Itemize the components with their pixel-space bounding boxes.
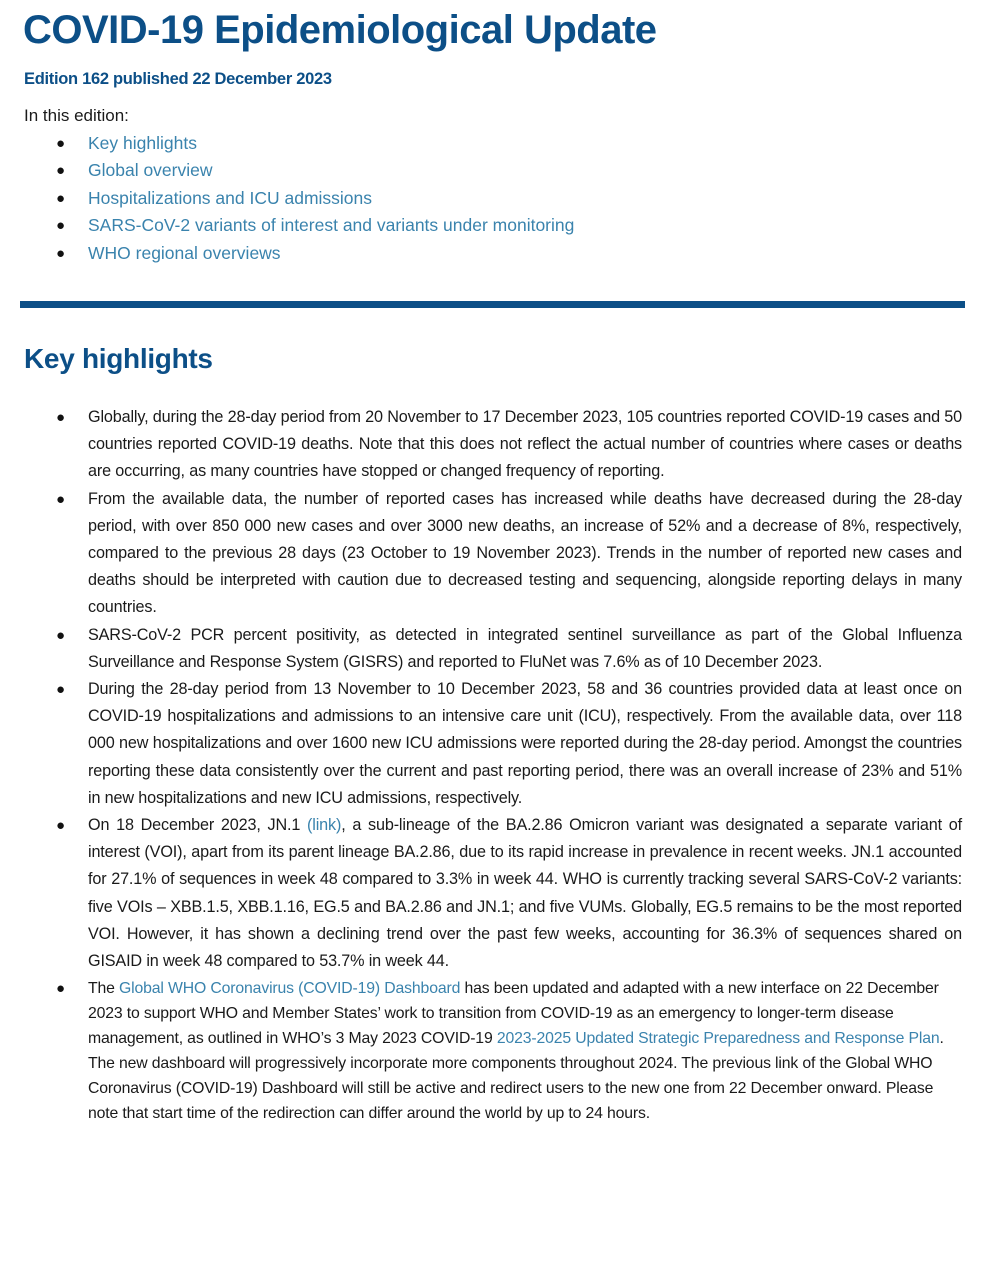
bullet-icon: ● (56, 135, 66, 152)
list-item: ● The Global WHO Coronavirus (COVID-19) D… (56, 976, 962, 1126)
table-of-contents: ● Key highlights ● Global overview ● Hospit… (56, 130, 574, 267)
toc-item: ● Hospitalizations and ICU admissions (56, 185, 574, 212)
highlight-text: During the 28-day period from 13 Novembe… (88, 680, 962, 807)
highlight-text: On 18 December 2023, JN.1 (link), a sub-… (88, 812, 962, 975)
toc-intro: In this edition: (24, 106, 129, 125)
bullet-icon: ● (56, 817, 65, 835)
document-title: COVID-19 Epidemiological Update (23, 8, 657, 52)
section-heading-key-highlights: Key highlights (24, 343, 213, 374)
list-item: ● SARS-CoV-2 PCR percent positivity, as d… (56, 622, 962, 676)
text-segment: has been updated and adapted with a new … (88, 980, 939, 1048)
bullet-icon: ● (56, 490, 65, 508)
toc-link-regional-overviews[interactable]: WHO regional overviews (88, 242, 281, 263)
bullet-icon: ● (56, 162, 66, 180)
highlight-text: SARS-CoV-2 PCR percent positivity, as de… (88, 625, 962, 671)
text-segment: , a sub-lineage of the BA.2.86 Omicron v… (88, 816, 963, 971)
text-segment: . The new dashboard will progressively i… (88, 1030, 944, 1123)
toc-link-global-overview[interactable]: Global overview (88, 160, 213, 181)
highlight-text: From the available data, the number of r… (88, 489, 962, 617)
jn1-link[interactable]: (link) (307, 816, 342, 835)
bullet-icon: ● (56, 681, 65, 699)
toc-item: ● Global overview (56, 157, 574, 184)
highlight-text: The Global WHO Coronavirus (COVID-19) Da… (88, 976, 962, 1126)
section-divider (20, 301, 965, 308)
text-segment: On 18 December 2023, JN.1 (88, 816, 308, 835)
preparedness-plan-link[interactable]: 2023-2025 Updated Strategic Preparedness… (496, 1030, 940, 1048)
highlight-text: Globally, during the 28-day period from … (88, 408, 962, 481)
list-item: ● Globally, during the 28-day period from… (56, 404, 962, 486)
text-segment: The (88, 980, 120, 998)
toc-link-hospitalizations[interactable]: Hospitalizations and ICU admissions (88, 187, 373, 208)
toc-link-key-highlights[interactable]: Key highlights (88, 133, 197, 153)
toc-item: ● Key highlights (56, 130, 574, 157)
bullet-icon: ● (56, 244, 66, 262)
bullet-icon: ● (56, 626, 65, 644)
list-item: ● On 18 December 2023, JN.1 (link), a sub… (56, 812, 962, 975)
bullet-icon: ● (56, 409, 65, 426)
bullet-icon: ● (56, 189, 66, 207)
toc-item: ● WHO regional overviews (56, 240, 574, 267)
highlights-list: ● Globally, during the 28-day period from… (56, 404, 962, 1126)
bullet-icon: ● (56, 217, 66, 235)
toc-item: ● SARS-CoV-2 variants of interest and var… (56, 212, 574, 239)
list-item: ● During the 28-day period from 13 Novemb… (56, 676, 962, 812)
bullet-icon: ● (56, 980, 65, 998)
toc-link-variants[interactable]: SARS-CoV-2 variants of interest and vari… (88, 215, 575, 236)
list-item: ● From the available data, the number of … (56, 486, 962, 622)
dashboard-link[interactable]: Global WHO Coronavirus (COVID-19) Dashbo… (119, 980, 461, 998)
edition-info: Edition 162 published 22 December 2023 (24, 70, 332, 88)
